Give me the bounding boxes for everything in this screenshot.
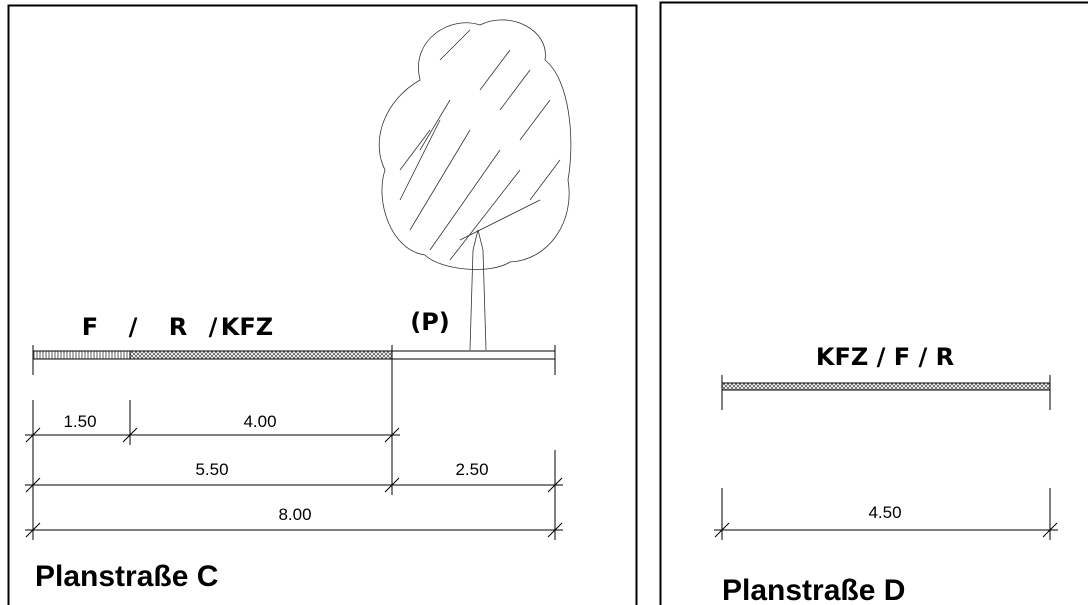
road-band <box>129 350 393 360</box>
lane-label: KFZ <box>221 313 273 341</box>
lane-label: R <box>169 313 187 341</box>
lane-label: KFZ / F / R <box>816 343 954 371</box>
panel-title: Planstraße C <box>35 560 218 593</box>
sidewalk-band <box>32 350 131 360</box>
dimension: 8.00 <box>278 505 311 524</box>
dimension: 4.50 <box>868 503 901 522</box>
lane-label: / <box>209 313 218 341</box>
frame <box>659 1 1088 605</box>
frame <box>7 4 638 605</box>
dimension-lines <box>714 488 1058 540</box>
dimension: 5.50 <box>195 460 228 479</box>
lane-label: (P) <box>410 308 450 336</box>
band-ends <box>32 345 556 495</box>
band-ends <box>721 375 1051 410</box>
dimension: 2.50 <box>455 460 488 479</box>
tree <box>378 19 572 351</box>
road-band <box>721 382 1051 391</box>
panel-d: KFZ / F / R 4.50 Planstraße D <box>659 1 1088 605</box>
panel-c: F / R / KFZ (P) 1.50 4.00 5.50 2.50 8.00… <box>7 4 638 605</box>
parking-band <box>391 350 556 360</box>
panel-title: Planstraße D <box>722 574 905 605</box>
dimension: 4.00 <box>243 412 276 431</box>
lane-label: F <box>82 313 98 341</box>
dimension: 1.50 <box>63 412 96 431</box>
lane-label: / <box>129 313 138 341</box>
dimension-lines <box>25 400 563 540</box>
